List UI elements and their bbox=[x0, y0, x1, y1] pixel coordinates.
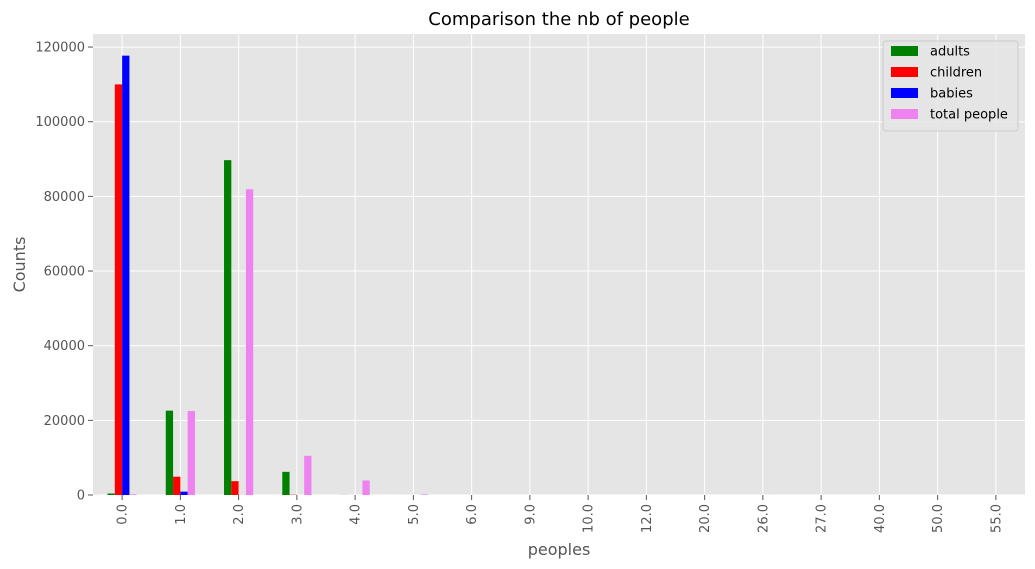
x-tick-label: 4.0 bbox=[349, 504, 364, 525]
x-tick-labels: 0.0 1.0 2.0 3.0 4.0 5.0 6.0 9.0 10.0 12.0 20.0 26.0… bbox=[116, 495, 1004, 533]
y-tick-label: 120000 bbox=[35, 41, 85, 56]
x-tick-label: 26.0 bbox=[756, 504, 771, 533]
legend-swatch bbox=[891, 88, 918, 98]
bar-children-0.0 bbox=[114, 84, 123, 496]
y-tick-label: 40000 bbox=[44, 339, 85, 354]
x-tick-label: 9.0 bbox=[523, 504, 538, 525]
x-tick-label: 3.0 bbox=[290, 504, 305, 525]
x-tick-label: 0.0 bbox=[116, 504, 131, 525]
bar-total-people-5.0 bbox=[420, 494, 428, 495]
bar-total-people-4.0 bbox=[362, 480, 370, 495]
chart-title: Comparison the nb of people bbox=[428, 9, 689, 30]
y-tick-labels: 0 20000 40000 60000 80000 100000 120000 bbox=[35, 41, 93, 504]
y-tick-label: 100000 bbox=[35, 115, 85, 130]
bar-adults-1.0 bbox=[165, 410, 174, 495]
x-tick-label: 50.0 bbox=[931, 504, 946, 533]
bar-children-2.0 bbox=[231, 481, 239, 495]
y-axis-label: Counts bbox=[10, 237, 29, 293]
bars-group bbox=[107, 55, 1011, 496]
bar-total-people-0.0 bbox=[129, 494, 137, 495]
bar-total-people-3.0 bbox=[304, 455, 312, 495]
legend-swatch bbox=[891, 109, 918, 119]
x-tick-label: 20.0 bbox=[698, 504, 713, 533]
y-tick-label: 0 bbox=[77, 489, 85, 504]
legend-label: babies bbox=[930, 87, 973, 102]
legend-label: adults bbox=[930, 45, 970, 60]
legend-frame bbox=[882, 40, 1019, 132]
y-tick-label: 60000 bbox=[44, 265, 85, 280]
x-axis-label: peoples bbox=[528, 540, 591, 559]
legend-swatch bbox=[891, 67, 918, 77]
bar-total-people-1.0 bbox=[187, 411, 195, 495]
x-tick-label: 10.0 bbox=[582, 504, 597, 533]
bar-adults-0.0 bbox=[107, 493, 115, 495]
x-tick-label: 5.0 bbox=[407, 504, 422, 525]
bar-children-1.0 bbox=[173, 476, 181, 495]
bar-babies-1.0 bbox=[180, 491, 188, 495]
x-tick-label: 6.0 bbox=[465, 504, 480, 525]
bar-adults-3.0 bbox=[282, 471, 290, 495]
legend-swatch bbox=[891, 46, 918, 56]
y-tick-label: 80000 bbox=[44, 190, 85, 205]
y-tick-label: 20000 bbox=[44, 414, 85, 429]
x-tick-label: 27.0 bbox=[815, 504, 830, 533]
x-tick-label: 2.0 bbox=[232, 504, 247, 525]
legend: adults children babies total people bbox=[882, 40, 1019, 132]
x-tick-label: 40.0 bbox=[873, 504, 888, 533]
x-tick-label: 1.0 bbox=[174, 504, 189, 525]
legend-label: children bbox=[930, 66, 982, 81]
bar-babies-0.0 bbox=[122, 55, 130, 495]
bar-total-people-2.0 bbox=[245, 189, 254, 495]
legend-label: total people bbox=[930, 108, 1008, 123]
x-tick-label: 12.0 bbox=[640, 504, 655, 533]
bar-adults-2.0 bbox=[224, 160, 232, 495]
x-tick-label: 55.0 bbox=[989, 504, 1004, 533]
